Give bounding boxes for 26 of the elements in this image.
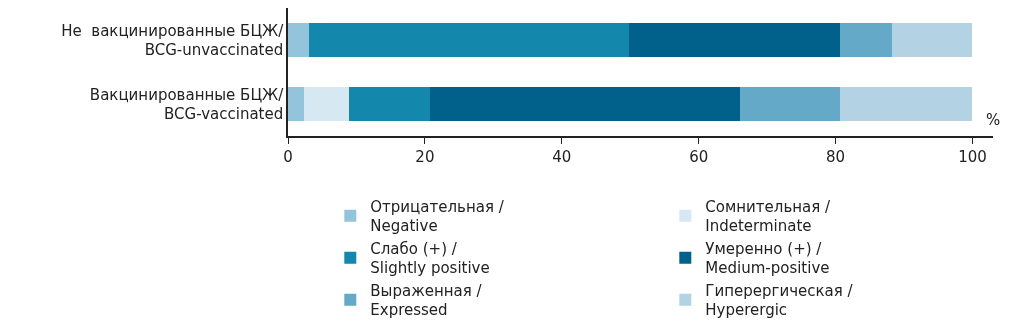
x-tick-label: 40 xyxy=(552,147,572,166)
x-tick-label: 0 xyxy=(283,147,293,166)
y-tick-label: Не вакцинированные БЦЖ/ BCG-unvaccinated xyxy=(61,21,285,59)
legend-label: Выраженная / Expressed xyxy=(370,281,483,320)
x-tick-label: 60 xyxy=(689,147,709,166)
bar xyxy=(288,87,304,121)
x-tick-label: 80 xyxy=(826,147,846,166)
bar xyxy=(840,87,973,121)
legend-label: Гиперергическая / Hyperergic xyxy=(705,281,854,320)
bar xyxy=(308,23,629,57)
legend-label: Слабо (+) / Slightly positive xyxy=(370,239,490,278)
bar xyxy=(303,87,349,121)
legend-label: Умеренно (+) / Medium-positive xyxy=(705,239,830,278)
bar xyxy=(348,87,430,121)
bar xyxy=(892,23,973,57)
x-axis-title: % xyxy=(986,111,1001,129)
x-tick-label: 100 xyxy=(958,147,987,166)
bar xyxy=(839,23,893,57)
legend-label: Отрицательная / Negative xyxy=(370,197,505,236)
x-tick-label: 20 xyxy=(415,147,435,166)
bar xyxy=(628,23,840,57)
bar xyxy=(288,23,309,57)
bar xyxy=(429,87,740,121)
y-tick-label: Вакцинированные БЦЖ/ BCG-vaccinated xyxy=(89,85,285,123)
bar xyxy=(739,87,841,121)
legend-label: Сомнительная / Indeterminate xyxy=(705,197,832,236)
